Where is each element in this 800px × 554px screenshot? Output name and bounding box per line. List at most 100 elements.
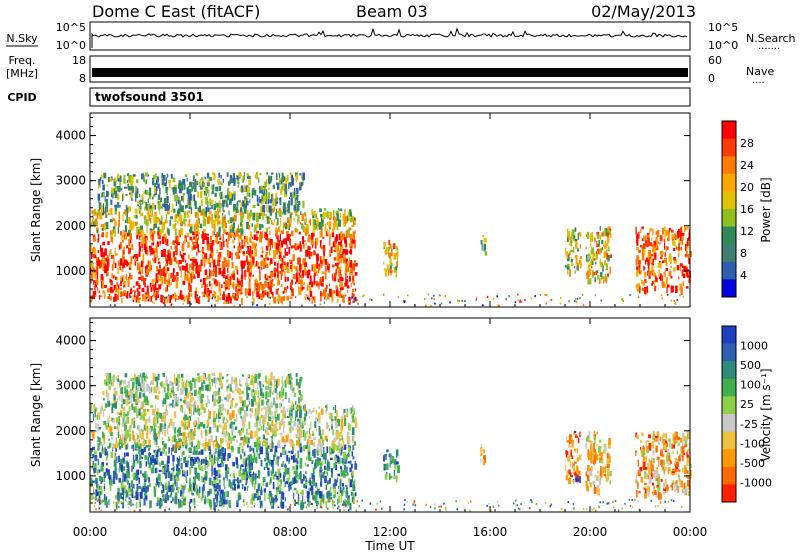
velocity-cell bbox=[139, 417, 142, 421]
power-cell bbox=[128, 229, 130, 234]
velocity-cell bbox=[155, 404, 157, 413]
velocity-cell bbox=[346, 411, 349, 418]
velocity-cell bbox=[335, 435, 338, 440]
power-cell bbox=[196, 225, 199, 228]
power-cell bbox=[678, 248, 680, 255]
power-cell bbox=[341, 251, 345, 254]
velocity-cell bbox=[182, 470, 185, 474]
power-cell bbox=[123, 234, 125, 240]
power-cell bbox=[182, 178, 186, 185]
power-cell bbox=[101, 227, 104, 231]
power-cell bbox=[334, 263, 338, 266]
velocity-cell bbox=[178, 469, 181, 475]
power-cell bbox=[663, 272, 666, 276]
power-cell bbox=[319, 222, 322, 228]
power-cell bbox=[152, 284, 155, 292]
power-cell bbox=[655, 275, 657, 279]
power-cell bbox=[134, 208, 138, 214]
cpid-program: twofsound 3501 bbox=[95, 90, 204, 104]
power-cell bbox=[664, 258, 666, 263]
power-cell bbox=[256, 290, 260, 298]
velocity-cell bbox=[157, 373, 160, 381]
velocity-cell bbox=[282, 398, 285, 402]
power-cell bbox=[141, 296, 145, 301]
velocity-cell bbox=[351, 451, 353, 457]
velocity-cell bbox=[288, 484, 290, 492]
power-cell bbox=[395, 245, 398, 250]
velocity-cell bbox=[108, 499, 110, 505]
velocity-cell bbox=[119, 492, 122, 499]
power-cell bbox=[124, 174, 126, 179]
velocity-cell bbox=[202, 477, 205, 483]
power-cell bbox=[329, 249, 331, 256]
velocity-cell bbox=[246, 413, 249, 417]
power-cell bbox=[149, 229, 153, 236]
velocity-cell bbox=[348, 452, 350, 456]
velocity-cell bbox=[211, 464, 213, 472]
power-cell bbox=[107, 254, 109, 258]
power-cell bbox=[178, 296, 180, 300]
power-cell bbox=[210, 245, 213, 252]
power-cell bbox=[331, 232, 335, 237]
power-cell bbox=[341, 296, 343, 298]
velocity-cell bbox=[182, 498, 184, 506]
velocity-cell bbox=[188, 427, 190, 430]
velocity-cell bbox=[93, 404, 96, 412]
power-cell bbox=[273, 273, 276, 278]
power-cell bbox=[224, 219, 226, 224]
power-cell bbox=[605, 228, 608, 236]
power-cell bbox=[660, 273, 662, 281]
velocity-cell bbox=[256, 407, 260, 415]
velocity-cell bbox=[220, 399, 223, 402]
power-cell bbox=[292, 254, 295, 262]
velocity-cell bbox=[301, 489, 304, 496]
velocity-cell bbox=[299, 446, 303, 453]
power-cell bbox=[325, 287, 327, 292]
power-cell bbox=[295, 190, 297, 197]
power-cell bbox=[390, 268, 393, 272]
velocity-cell bbox=[351, 470, 354, 479]
power-cell bbox=[325, 212, 328, 217]
velocity-cell bbox=[174, 445, 178, 453]
power-cell bbox=[137, 226, 140, 230]
velocity-cell bbox=[298, 415, 300, 422]
velocity-cell bbox=[174, 496, 178, 504]
power-cell bbox=[247, 242, 249, 245]
power-cell bbox=[603, 251, 607, 258]
power-cell bbox=[106, 184, 108, 187]
velocity-cell bbox=[145, 445, 149, 448]
power-cell bbox=[337, 253, 340, 258]
power-cell bbox=[247, 246, 250, 253]
velocity-cell bbox=[289, 410, 291, 417]
power-cell bbox=[345, 273, 347, 281]
power-cell bbox=[163, 175, 166, 181]
power-cell bbox=[191, 187, 194, 192]
velocity-cell bbox=[198, 376, 201, 383]
power-cell bbox=[191, 276, 194, 280]
velocity-cell bbox=[136, 460, 139, 464]
velocity-cell bbox=[242, 427, 245, 433]
velocity-cell bbox=[335, 457, 338, 461]
velocity-cell bbox=[276, 489, 278, 496]
power-cell bbox=[345, 230, 348, 239]
power-cell bbox=[106, 272, 109, 276]
power-cell bbox=[236, 251, 239, 260]
nsky-tick-bottom: 10^0 bbox=[56, 39, 86, 52]
power-cell bbox=[265, 292, 267, 296]
power-cell bbox=[129, 220, 132, 229]
velocity-cell bbox=[107, 417, 110, 423]
velocity-cell bbox=[324, 465, 326, 470]
power-cell bbox=[170, 250, 172, 254]
power-cell bbox=[185, 263, 188, 272]
velocity-cell bbox=[277, 468, 281, 476]
velocity-cell bbox=[158, 430, 161, 435]
velocity-cell bbox=[223, 477, 225, 481]
power-cell bbox=[288, 196, 291, 200]
power-cell bbox=[111, 187, 114, 194]
power-cell bbox=[290, 212, 293, 215]
velocity-cell bbox=[104, 447, 106, 456]
velocity-cell bbox=[170, 489, 173, 496]
power-cell bbox=[304, 228, 308, 236]
power-cell bbox=[604, 260, 606, 266]
power-cell bbox=[279, 209, 282, 217]
